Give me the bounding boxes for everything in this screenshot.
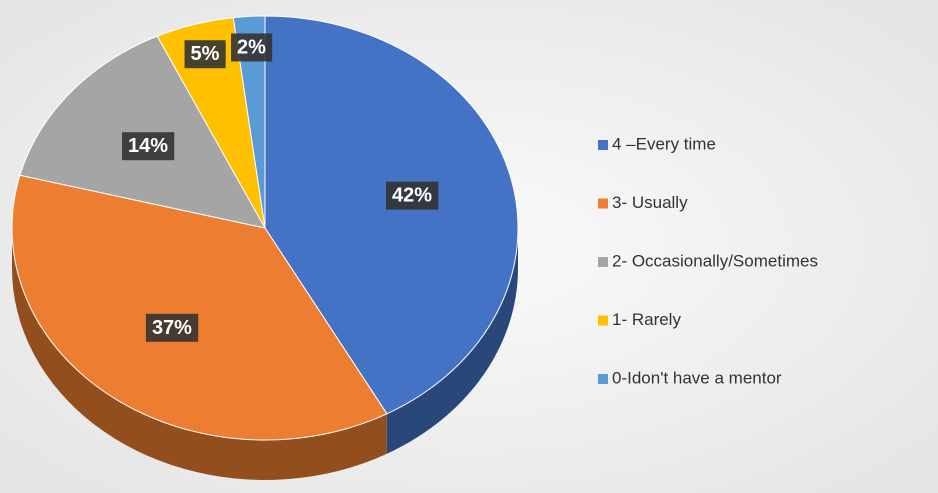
legend-label: 1- Rarely	[612, 310, 681, 329]
legend-swatch	[598, 315, 608, 326]
slice-side	[12, 228, 387, 480]
data-label: 5%	[191, 43, 220, 65]
data-label-box	[145, 313, 199, 342]
data-label: 2%	[237, 36, 266, 58]
slice	[19, 35, 266, 229]
data-label: 37%	[152, 317, 192, 339]
data-label-box	[231, 33, 273, 62]
legend-label: 2- Occasionally/Sometimes	[612, 251, 818, 270]
slice	[264, 15, 519, 415]
legend-label: 4 –Every time	[612, 134, 716, 153]
legend-swatch	[598, 198, 608, 209]
data-label: 14%	[128, 135, 168, 157]
legend-label: 0-Idon't have a mentor	[612, 368, 782, 387]
slice	[232, 15, 266, 229]
slice	[11, 174, 388, 441]
legend-swatch	[598, 140, 608, 150]
legend-swatch	[598, 374, 608, 384]
data-label-box	[122, 132, 175, 161]
slice	[156, 17, 266, 229]
legend-label: 3- Usually	[612, 193, 688, 212]
data-label-box	[386, 181, 439, 210]
data-label-box	[184, 40, 226, 69]
data-label: 42%	[392, 185, 432, 207]
legend-swatch	[598, 257, 608, 267]
slice-side	[386, 228, 518, 454]
